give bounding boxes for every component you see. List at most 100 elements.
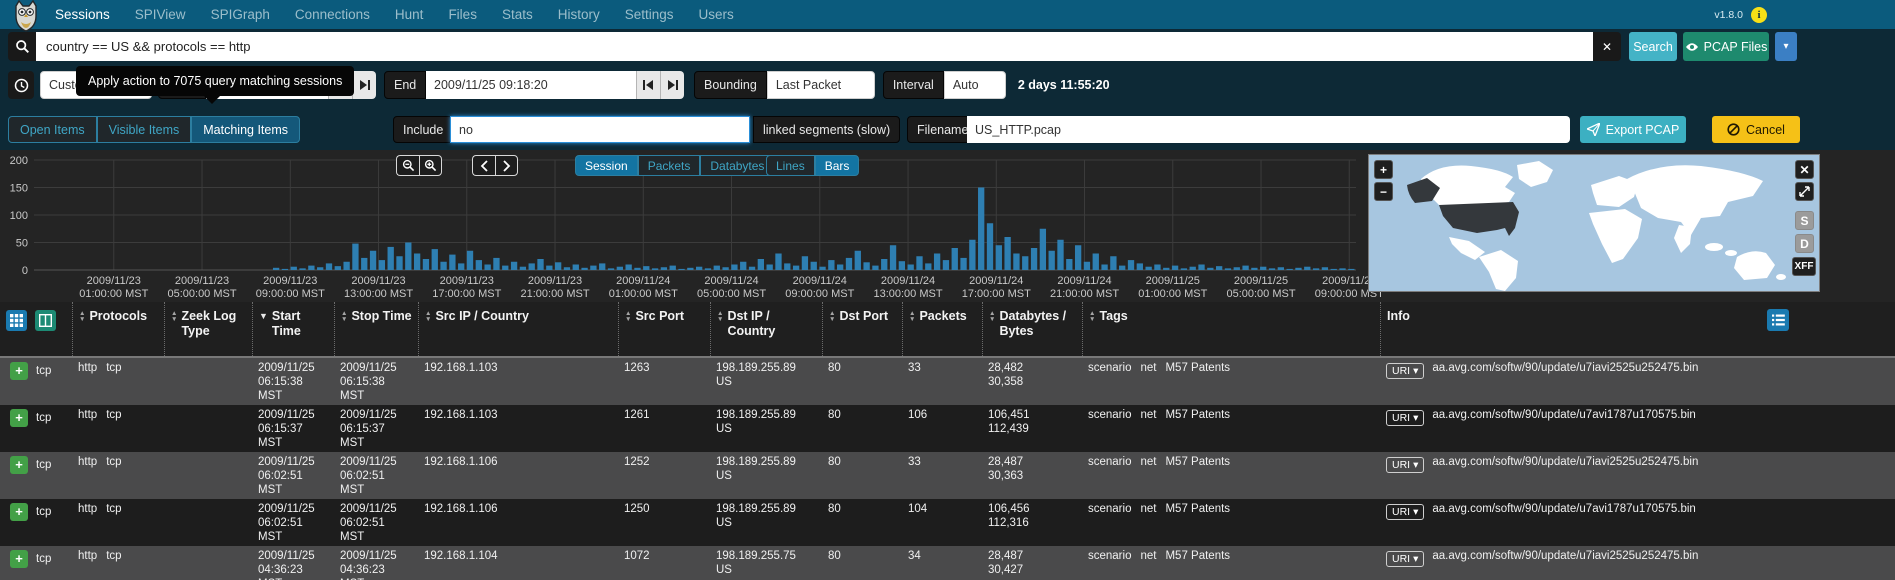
mode-open-items[interactable]: Open Items xyxy=(8,116,97,143)
sort-icon: ▲ ▼ xyxy=(1089,310,1096,323)
map-zoom-in-button[interactable]: + xyxy=(1374,160,1393,179)
expand-session-button[interactable]: + xyxy=(10,550,28,568)
grid-view-button[interactable] xyxy=(6,310,27,331)
uri-dropdown-label: URI xyxy=(1392,412,1411,424)
nav-item-settings[interactable]: Settings xyxy=(624,7,674,22)
arkime-owl-logo[interactable] xyxy=(10,0,42,32)
column-header-dst-ip-country[interactable]: ▲ ▼ Dst IP / Country xyxy=(710,302,822,356)
chart-style-bars[interactable]: Bars xyxy=(814,155,860,176)
uri-dropdown-button[interactable]: URI ▾ xyxy=(1386,457,1425,473)
map-close-button[interactable]: ✕ xyxy=(1795,160,1814,179)
stop-time-line: 2009/11/25 xyxy=(340,456,397,468)
clock-icon[interactable] xyxy=(8,71,34,99)
chart-style-lines[interactable]: Lines xyxy=(766,155,815,176)
uri-dropdown-button[interactable]: URI ▾ xyxy=(1386,410,1425,426)
mode-matching-items[interactable]: Matching Items xyxy=(191,116,301,143)
start-time-line: 2009/11/25 xyxy=(258,362,315,374)
expand-session-button[interactable]: + xyxy=(10,409,28,427)
stop-time-cell: 2009/11/25 04:36:23 MST xyxy=(334,546,418,580)
nav-item-stats[interactable]: Stats xyxy=(501,7,533,22)
include-select[interactable]: no xyxy=(450,116,750,143)
sort-icon: ▲ ▼ xyxy=(79,310,86,323)
nav-item-connections[interactable]: Connections xyxy=(294,7,370,22)
databytes-line: 28,487 xyxy=(988,456,1024,468)
start-time-cell: 2009/11/25 06:02:51 MST xyxy=(252,452,334,499)
uri-dropdown-button[interactable]: URI ▾ xyxy=(1386,363,1425,379)
bounding-select[interactable]: Last Packet xyxy=(766,71,875,99)
pcap-files-button[interactable]: PCAP Files xyxy=(1683,32,1769,61)
chart-view-packets[interactable]: Packets xyxy=(637,155,701,176)
column-header-label: Dst Port xyxy=(839,309,889,323)
interval-select[interactable]: Auto xyxy=(943,71,1006,99)
cancel-button[interactable]: Cancel xyxy=(1712,116,1800,143)
stop-time-cell: 2009/11/25 06:15:37 MST xyxy=(334,405,418,452)
column-header-databytes-bytes[interactable]: ▲ ▼ Databytes / Bytes xyxy=(982,302,1082,356)
chart-pan-right-button[interactable] xyxy=(495,155,518,176)
expand-session-button[interactable]: + xyxy=(10,456,28,474)
search-button[interactable]: Search xyxy=(1629,32,1677,61)
nav-item-files[interactable]: Files xyxy=(448,7,477,22)
databytes-line: 112,439 xyxy=(988,423,1029,435)
uri-dropdown-button[interactable]: URI ▾ xyxy=(1386,504,1425,520)
column-header-src-ip-country[interactable]: ▲ ▼ Src IP / Country xyxy=(418,302,618,356)
start-step-forward-button[interactable] xyxy=(352,71,376,99)
column-header-start-time[interactable]: ▼ Start Time xyxy=(252,302,334,356)
map-zoom-out-button[interactable]: − xyxy=(1374,182,1393,201)
sessions-table: ▲ ▼ Protocols ▲ ▼ Zeek Log Type ▼ Start Time ▲ ▼ S… xyxy=(0,302,1895,580)
packets-cell: 33 xyxy=(908,456,921,468)
table-row: + tcp http tcp 2009/11/25 06:02:51 MST 2009/11… xyxy=(0,499,1895,546)
chart-pan-left-button[interactable] xyxy=(472,155,495,176)
info-icon[interactable]: i xyxy=(1751,6,1767,23)
end-step-back-button[interactable] xyxy=(636,71,660,99)
expand-session-button[interactable]: + xyxy=(10,503,28,521)
svg-text:21:00:00 MST: 21:00:00 MST xyxy=(1050,288,1119,300)
filename-input[interactable] xyxy=(967,116,1570,143)
list-view-button[interactable] xyxy=(1767,309,1789,331)
svg-text:13:00:00 MST: 13:00:00 MST xyxy=(344,288,413,300)
chart-view-databytes[interactable]: Databytes xyxy=(700,155,775,176)
nav-item-users[interactable]: Users xyxy=(698,7,734,22)
clear-search-button[interactable]: ✕ xyxy=(1593,32,1621,61)
search-input[interactable] xyxy=(36,32,1593,61)
nav-item-hunt[interactable]: Hunt xyxy=(394,7,424,22)
column-header-protocols[interactable]: ▲ ▼ Protocols xyxy=(72,302,164,356)
end-time-input[interactable] xyxy=(426,71,636,99)
map-resize-button[interactable] xyxy=(1795,182,1814,201)
column-header-dst-port[interactable]: ▲ ▼ Dst Port xyxy=(822,302,902,356)
column-header-stop-time[interactable]: ▲ ▼ Stop Time xyxy=(334,302,418,356)
tags-line: scenario net M57 Patents xyxy=(1088,549,1374,563)
svg-text:2009/11/24: 2009/11/24 xyxy=(616,275,670,287)
world-map-svg xyxy=(1407,161,1786,291)
protocol-tag: tcp xyxy=(106,409,122,421)
nav-item-sessions[interactable]: Sessions xyxy=(55,7,110,22)
column-header-src-port[interactable]: ▲ ▼ Src Port xyxy=(618,302,710,356)
bounding-label: Bounding xyxy=(694,71,767,99)
chart-view-session[interactable]: Session xyxy=(575,155,638,176)
column-header-tags[interactable]: ▲ ▼ Tags xyxy=(1082,302,1380,356)
nav-item-spiview[interactable]: SPIView xyxy=(134,7,186,22)
expand-session-button[interactable]: + xyxy=(10,362,28,380)
export-pcap-button[interactable]: Export PCAP xyxy=(1580,116,1686,143)
svg-text:2009/11/24: 2009/11/24 xyxy=(881,275,935,287)
map-dst-button[interactable]: D xyxy=(1795,234,1814,253)
cancel-label: Cancel xyxy=(1746,122,1785,137)
columns-config-button[interactable] xyxy=(35,310,56,331)
protocol-tag: tcp xyxy=(106,550,122,562)
uri-dropdown-label: URI xyxy=(1392,506,1411,518)
chart-zoom-in-button[interactable] xyxy=(419,155,442,176)
world-map[interactable]: + − ✕ S D XFF xyxy=(1368,154,1820,292)
mode-visible-items[interactable]: Visible Items xyxy=(96,116,192,143)
map-xff-button[interactable]: XFF xyxy=(1792,257,1816,276)
chart-zoom-out-button[interactable] xyxy=(396,155,419,176)
nav-item-spigraph[interactable]: SPIGraph xyxy=(210,7,270,22)
column-header-zeek-log-type[interactable]: ▲ ▼ Zeek Log Type xyxy=(164,302,252,356)
uri-dropdown-button[interactable]: URI ▾ xyxy=(1386,551,1425,567)
stop-time-line: 2009/11/25 xyxy=(340,550,397,562)
dst-ip-cell: 198.189.255.89 US xyxy=(710,452,822,485)
map-src-button[interactable]: S xyxy=(1795,211,1814,230)
search-actions-caret-button[interactable]: ▾ xyxy=(1775,32,1797,61)
column-header-packets[interactable]: ▲ ▼ Packets xyxy=(902,302,982,356)
nav-item-history[interactable]: History xyxy=(557,7,600,22)
end-step-forward-button[interactable] xyxy=(660,71,684,99)
